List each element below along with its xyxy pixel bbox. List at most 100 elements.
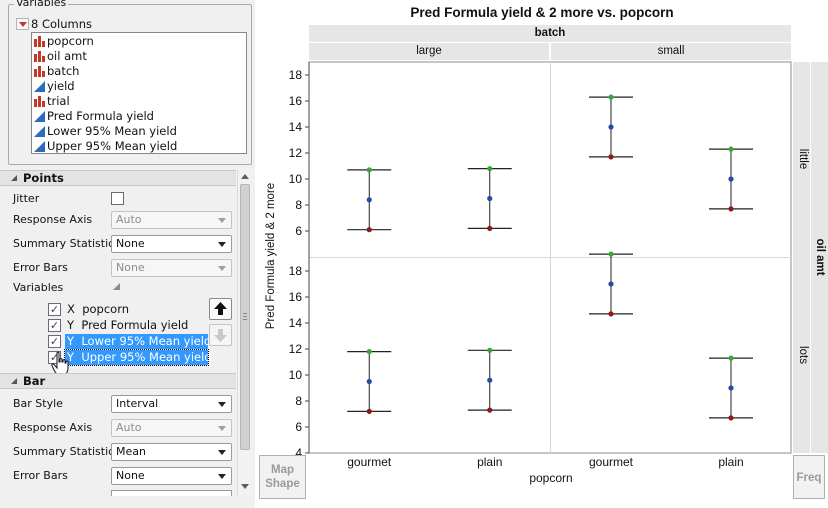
chart-canvas: 6 8 10 12 14 16 18 4 6 8 10 12 14 16 18 [289,61,792,460]
lower-95-point [608,154,614,160]
y-tick-label: 12 [289,342,303,356]
pred-formula-point [728,176,734,182]
group-y-header[interactable] [811,62,828,453]
column-label: oil amt [47,49,87,63]
nominal-column-icon [34,96,45,107]
continuous-column-icon [34,141,45,152]
y-tick-label: 6 [295,420,302,434]
continuous-column-icon [34,81,45,92]
nominal-column-icon [34,36,45,47]
variable-label: Y Pred Formula yield [67,318,189,332]
points-summary-statistic-select[interactable]: None [111,235,232,253]
scroll-down-icon[interactable] [241,484,249,489]
y-tick-label: 16 [289,94,303,108]
bar-error-bars-label: Error Bars [13,469,68,482]
column-label: popcorn [47,34,94,48]
graph-builder-control-panel: Variables 8 Columns popcorn oil amt batch y… [0,0,255,508]
map-shape-drop-zone[interactable]: Map Shape [259,455,306,499]
chevron-down-icon [218,242,226,247]
nominal-column-icon [34,66,45,77]
lower-95-point [728,415,734,421]
x-axis-label[interactable]: popcorn [529,471,573,485]
jitter-label: Jitter [13,192,40,205]
group-x-level-large: large [309,43,549,60]
variable-checkbox[interactable]: ✓ [48,303,61,316]
y-tick-label: 10 [289,172,303,186]
upper-95-point [728,146,734,152]
y-tick-label: 14 [289,120,303,134]
points-error-bars-select[interactable]: None [111,259,232,277]
column-label: trial [47,94,70,108]
freq-drop-zone[interactable]: Freq [793,455,825,499]
upper-95-point [487,347,493,353]
upper-95-point [487,166,493,172]
pred-formula-point [366,197,372,203]
disclosure-icon[interactable] [11,378,17,384]
group-x-header[interactable]: batch [309,25,791,42]
variables-legend: Variables [14,0,69,9]
points-response-axis-select[interactable]: Auto [111,211,232,229]
arrow-down-icon [214,329,227,342]
chevron-down-icon [218,266,226,271]
lower-95-point [487,225,493,231]
variable-checkbox[interactable]: ✓ [48,335,61,348]
scrollbar-thumb[interactable] [240,184,250,450]
scroll-up-icon[interactable] [241,174,249,179]
nominal-column-icon [34,51,45,62]
bar-summary-statistic-select[interactable]: Mean [111,443,232,461]
bar-error-bars-select[interactable]: None [111,467,232,485]
upper-95-point [608,251,614,257]
lower-95-point [728,206,734,212]
y-tick-label: 8 [295,394,302,408]
variables-disclosure-icon[interactable] [113,283,120,290]
chevron-down-icon [218,218,226,223]
variable-label: X popcorn [67,302,130,316]
lower-95-point [366,227,372,233]
pred-formula-point [608,124,614,130]
pred-formula-point [487,195,493,202]
jitter-checkbox[interactable] [111,192,124,205]
bar-response-axis-label: Response Axis [13,421,93,434]
move-down-button[interactable] [209,324,232,346]
pred-formula-point [608,281,614,287]
variables-group [8,4,252,165]
variable-label: Y Lower 95% Mean yield [65,334,212,349]
control-panel-scrollbar[interactable] [237,170,252,496]
pred-formula-point [487,377,493,383]
points-section-header[interactable]: Points [0,170,236,186]
chevron-down-icon [218,402,226,407]
x-tick-label: plain [718,455,744,469]
y-tick-label: 6 [295,224,302,238]
x-tick-label: gourmet [347,455,392,469]
y-tick-label: 18 [289,68,303,82]
pred-formula-point [728,385,734,391]
y-tick-label: 12 [289,146,303,160]
bar-section-header[interactable]: Bar [0,373,236,389]
lower-95-point [608,311,614,317]
variable-checkbox[interactable]: ✓ [48,319,61,332]
x-tick-label: gourmet [588,455,634,469]
bar-style-select[interactable]: Interval [111,395,232,413]
labels-select-partial[interactable] [111,490,232,496]
column-label: Lower 95% Mean yield [47,124,177,138]
columns-menu-icon[interactable] [16,18,29,30]
upper-95-point [366,349,372,355]
bar-response-axis-select[interactable]: Auto [111,419,232,437]
chevron-down-icon [218,474,226,479]
y-tick-label: 16 [289,290,303,304]
hand-cursor-icon [51,351,69,376]
lower-95-point [366,408,372,414]
y-tick-label: 14 [289,316,303,330]
group-y-level-band [793,62,810,453]
variables-label: Variables [13,281,64,294]
y-tick-label: 8 [295,198,302,212]
columns-header: 8 Columns [31,17,93,31]
column-list[interactable]: popcorn oil amt batch yield trial Pred Formul… [31,32,247,154]
move-up-button[interactable] [209,298,232,320]
pred-formula-point [366,378,372,385]
column-label: yield [47,79,75,93]
labels-row-partial [13,490,43,496]
graph-title[interactable]: Pred Formula yield & 2 more vs. popcorn [410,5,674,20]
upper-95-point [728,355,734,361]
disclosure-icon[interactable] [11,175,17,181]
